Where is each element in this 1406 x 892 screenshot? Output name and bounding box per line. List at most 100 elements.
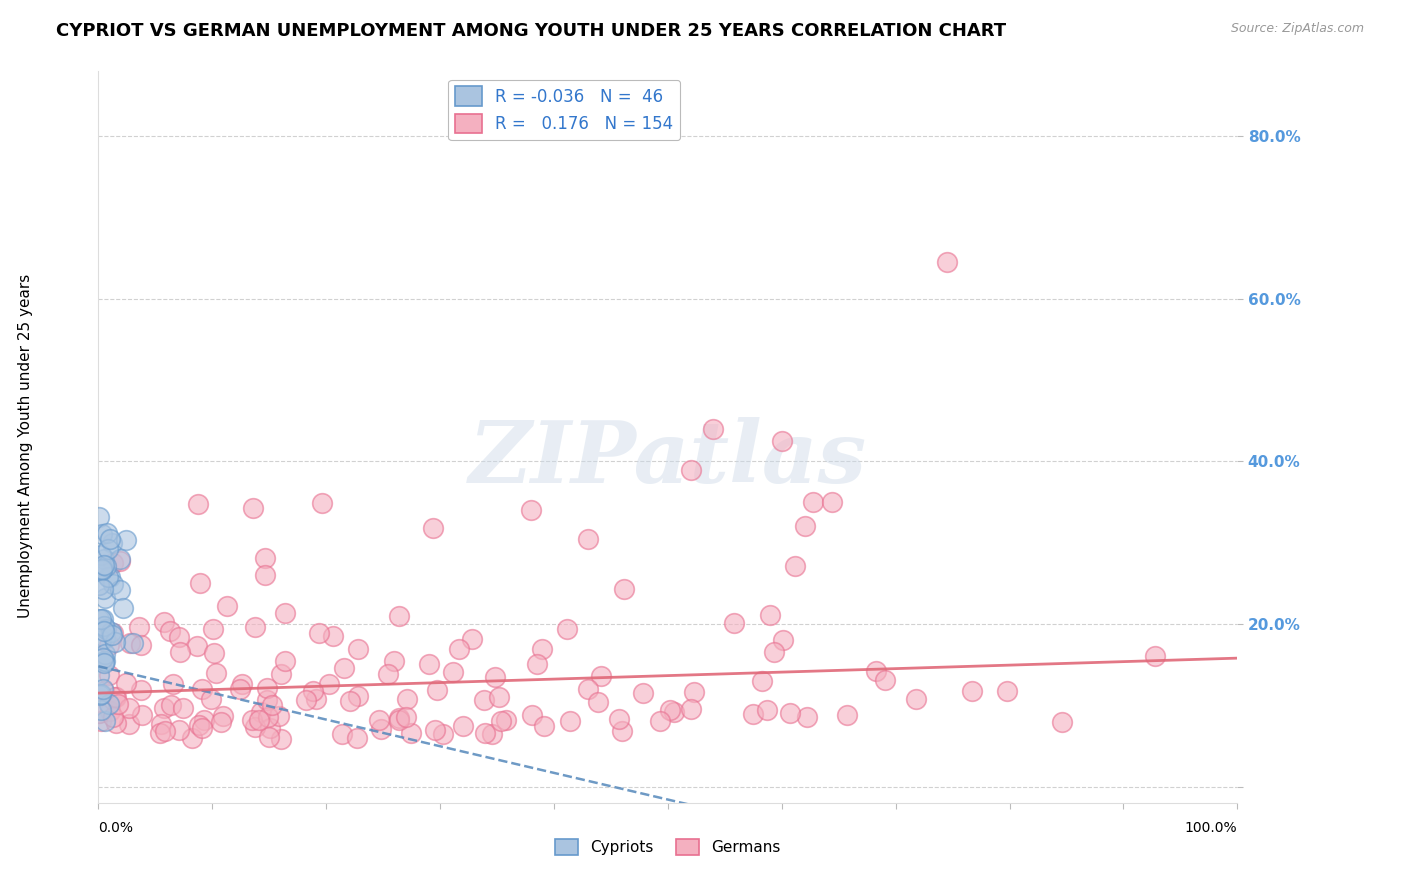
Point xyxy=(377,666,399,681)
Point xyxy=(339,694,361,708)
Point xyxy=(110,552,132,566)
Point xyxy=(93,619,115,633)
Point xyxy=(274,654,297,668)
Point xyxy=(247,714,270,728)
Point xyxy=(382,655,405,669)
Point xyxy=(94,622,117,636)
Point xyxy=(308,626,330,640)
Point xyxy=(520,503,543,517)
Point xyxy=(93,624,115,639)
Point xyxy=(209,714,232,729)
Point xyxy=(318,677,340,691)
Point xyxy=(865,664,887,678)
Point xyxy=(432,726,454,740)
Point xyxy=(229,682,252,697)
Point xyxy=(93,684,115,698)
Point xyxy=(256,693,278,707)
Point xyxy=(97,541,120,556)
Point xyxy=(770,434,793,449)
Point xyxy=(117,716,139,731)
Point xyxy=(612,582,634,597)
Point xyxy=(98,667,121,681)
Point xyxy=(103,577,125,591)
Point xyxy=(149,726,172,740)
Point xyxy=(347,689,370,703)
Point xyxy=(160,698,183,712)
Point xyxy=(118,636,141,650)
Point xyxy=(960,684,983,698)
Point xyxy=(783,558,806,573)
Point xyxy=(111,601,134,615)
Point xyxy=(801,495,824,509)
Point xyxy=(270,731,292,746)
Point xyxy=(388,609,411,624)
Point xyxy=(110,583,132,598)
Point xyxy=(837,707,859,722)
Point xyxy=(388,713,411,727)
Point xyxy=(231,677,253,691)
Point xyxy=(93,551,115,566)
Point xyxy=(259,721,281,735)
Point xyxy=(779,706,801,720)
Point xyxy=(495,713,517,727)
Point xyxy=(484,670,506,684)
Point xyxy=(472,692,495,706)
Point xyxy=(205,665,228,680)
Point xyxy=(333,661,356,675)
Point xyxy=(107,697,129,711)
Point xyxy=(250,705,273,719)
Point xyxy=(93,714,115,728)
Point xyxy=(256,710,278,724)
Point xyxy=(90,703,112,717)
Point xyxy=(254,551,277,566)
Point xyxy=(609,712,631,726)
Point xyxy=(742,706,765,721)
Point xyxy=(159,624,181,638)
Point xyxy=(94,631,117,645)
Point xyxy=(423,723,446,738)
Point xyxy=(304,691,326,706)
Point xyxy=(101,557,124,571)
Point xyxy=(90,548,112,562)
Point xyxy=(240,713,263,727)
Point xyxy=(873,673,896,687)
Point xyxy=(97,570,120,584)
Point xyxy=(187,718,209,732)
Point xyxy=(90,563,112,577)
Point xyxy=(447,641,470,656)
Point xyxy=(180,731,202,746)
Point xyxy=(87,611,110,625)
Point xyxy=(131,707,153,722)
Point xyxy=(104,634,127,648)
Point xyxy=(167,723,190,738)
Point xyxy=(97,697,120,711)
Point xyxy=(98,638,121,652)
Text: 0.0%: 0.0% xyxy=(98,821,134,835)
Text: Source: ZipAtlas.com: Source: ZipAtlas.com xyxy=(1230,22,1364,36)
Point xyxy=(321,629,343,643)
Point xyxy=(1050,714,1073,729)
Point xyxy=(330,727,353,741)
Point xyxy=(256,681,278,695)
Point xyxy=(368,713,391,727)
Point xyxy=(533,719,555,733)
Point xyxy=(91,612,114,626)
Point xyxy=(588,695,610,709)
Point xyxy=(756,703,779,717)
Point xyxy=(149,716,172,731)
Point xyxy=(91,582,114,597)
Point xyxy=(488,690,510,704)
Point xyxy=(191,682,214,697)
Point xyxy=(114,533,136,547)
Legend: Cypriots, Germans: Cypriots, Germans xyxy=(548,833,787,861)
Point xyxy=(422,521,444,535)
Point xyxy=(295,693,318,707)
Text: 100.0%: 100.0% xyxy=(1185,821,1237,835)
Text: CYPRIOT VS GERMAN UNEMPLOYMENT AMONG YOUTH UNDER 25 YEARS CORRELATION CHART: CYPRIOT VS GERMAN UNEMPLOYMENT AMONG YOU… xyxy=(56,22,1007,40)
Point xyxy=(395,710,418,724)
Point xyxy=(395,691,418,706)
Point xyxy=(451,718,474,732)
Point xyxy=(129,682,152,697)
Point xyxy=(589,669,612,683)
Point xyxy=(100,628,122,642)
